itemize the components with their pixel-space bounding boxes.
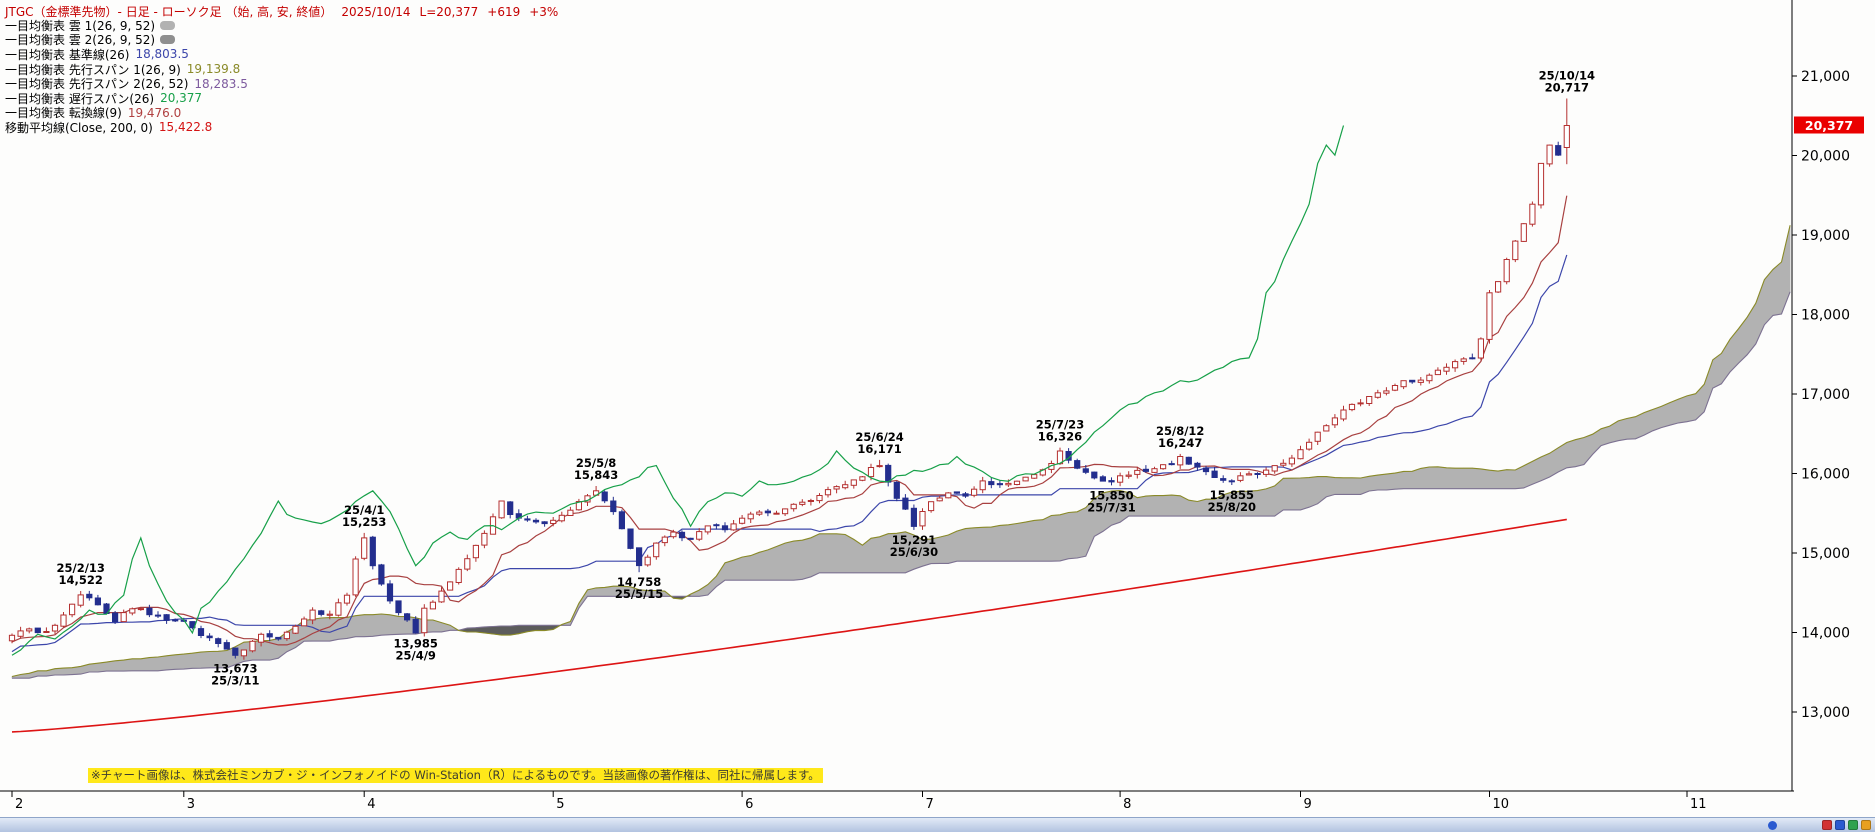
legend-label: 一目均衡表 先行スパン 2(26, 52) [5, 77, 189, 92]
svg-text:2: 2 [15, 797, 23, 812]
y-axis-labels: 21,000 20,000 19,000 18,000 17,000 16,000 15,0… [1801, 69, 1850, 721]
legend-value: 20,377 [160, 91, 203, 106]
svg-text:20,377: 20,377 [1805, 118, 1853, 133]
svg-text:13,673: 13,673 [213, 662, 257, 676]
legend-label: 一目均衡表 転換線(9) [5, 106, 122, 121]
kijun-line [11, 254, 1568, 653]
price-change-pct: +3% [529, 5, 559, 19]
chart-header: JTGC（金標準先物）- 日足 - ローソク足 （始, 高, 安, 終値） 202… [5, 3, 567, 20]
svg-text:25/2/13: 25/2/13 [56, 561, 104, 575]
legend-value: 19,139.8 [186, 62, 241, 77]
svg-text:8: 8 [1123, 797, 1131, 812]
svg-text:25/7/23: 25/7/23 [1036, 418, 1084, 432]
svg-text:5: 5 [556, 797, 564, 812]
svg-text:25/8/20: 25/8/20 [1208, 500, 1256, 514]
cloud-swatch-icon [160, 20, 176, 30]
tray-app-icon-3[interactable] [1848, 820, 1858, 830]
tray-app-icon-1[interactable] [1822, 820, 1832, 830]
last-price: L=20,377 [419, 5, 479, 19]
svg-text:14,758: 14,758 [617, 575, 661, 589]
quote-date: 2025/10/14 [341, 5, 411, 19]
svg-text:11: 11 [1690, 797, 1707, 812]
legend-label: 一目均衡表 先行スパン 1(26, 9) [5, 62, 181, 77]
legend-label: 一目均衡表 雲 1(26, 9, 52) [5, 18, 156, 33]
price-change: +619 [487, 5, 521, 19]
svg-text:25/3/11: 25/3/11 [211, 674, 259, 688]
ichimoku-cloud [11, 225, 1791, 679]
svg-text:18,000: 18,000 [1801, 308, 1850, 324]
legend-label: 一目均衡表 雲 2(26, 9, 52) [5, 33, 156, 48]
svg-text:25/6/30: 25/6/30 [890, 545, 938, 559]
legend-value: 15,422.8 [158, 120, 213, 135]
legend-row: 一目均衡表 先行スパン 2(26, 52) 18,283.5 [5, 76, 248, 92]
copyright-disclaimer: ※チャート画像は、株式会社ミンカブ・ジ・インフォノイドの Win-Station… [88, 768, 823, 783]
legend-row: 一目均衡表 転換線(9) 19,476.0 [5, 106, 248, 121]
svg-text:13,000: 13,000 [1801, 705, 1850, 721]
axes [0, 0, 1797, 797]
x-axis-labels: 2 3 4 5 6 7 8 9 10 11 [15, 797, 1707, 812]
legend-row: 一目均衡表 遅行スパン(26) 20,377 [5, 91, 248, 106]
svg-text:20,717: 20,717 [1545, 81, 1589, 95]
svg-text:17,000: 17,000 [1801, 387, 1850, 403]
legend-value: 19,476.0 [127, 105, 182, 120]
senkou-span-a-line [11, 225, 1791, 678]
svg-text:9: 9 [1304, 797, 1312, 812]
svg-text:25/4/1: 25/4/1 [344, 503, 384, 517]
legend-row: 移動平均線(Close, 200, 0) 15,422.8 [5, 120, 248, 135]
legend-label: 移動平均線(Close, 200, 0) [5, 120, 153, 135]
svg-text:15,843: 15,843 [574, 468, 618, 482]
taskbar [0, 817, 1875, 832]
tenkan-line [11, 195, 1568, 646]
svg-text:10: 10 [1493, 797, 1510, 812]
legend-value: 18,283.5 [194, 76, 248, 91]
svg-text:15,850: 15,850 [1089, 488, 1133, 502]
svg-text:15,253: 15,253 [342, 515, 386, 529]
svg-text:14,000: 14,000 [1801, 626, 1850, 642]
svg-text:13,985: 13,985 [394, 637, 438, 651]
legend-label: 一目均衡表 基準線(26) [5, 47, 130, 62]
tray-app-icon-4[interactable] [1861, 820, 1871, 830]
legend-row: 一目均衡表 雲 1(26, 9, 52) [5, 18, 248, 33]
svg-text:20,000: 20,000 [1801, 149, 1850, 165]
legend-value: 18,803.5 [135, 47, 189, 62]
legend-row: 一目均衡表 雲 2(26, 9, 52) [5, 33, 248, 48]
svg-text:16,247: 16,247 [1158, 436, 1202, 450]
svg-text:6: 6 [745, 797, 753, 812]
chikou-span-line [11, 125, 1345, 656]
svg-text:25/5/8: 25/5/8 [576, 456, 616, 470]
indicator-legend: 一目均衡表 雲 1(26, 9, 52) 一目均衡表 雲 2(26, 9, 52)… [5, 18, 248, 135]
svg-text:16,171: 16,171 [857, 442, 901, 456]
svg-text:25/8/12: 25/8/12 [1156, 424, 1204, 438]
svg-text:3: 3 [187, 797, 195, 812]
ma200-line [11, 518, 1567, 733]
svg-text:16,000: 16,000 [1801, 467, 1850, 483]
svg-text:15,291: 15,291 [892, 533, 936, 547]
svg-text:21,000: 21,000 [1801, 69, 1850, 85]
svg-text:25/7/31: 25/7/31 [1087, 500, 1135, 514]
candlesticks [8, 98, 1570, 660]
svg-text:7: 7 [926, 797, 934, 812]
svg-text:25/10/14: 25/10/14 [1539, 69, 1595, 83]
svg-text:15,855: 15,855 [1210, 488, 1254, 502]
legend-row: 一目均衡表 先行スパン 1(26, 9) 19,139.8 [5, 62, 248, 77]
cloud-swatch-icon [160, 35, 176, 45]
svg-text:15,000: 15,000 [1801, 546, 1850, 562]
instrument-title: JTGC（金標準先物）- 日足 - ローソク足 （始, 高, 安, 終値） [5, 5, 333, 19]
current-price-badge: 20,377 [1794, 116, 1864, 134]
svg-text:16,326: 16,326 [1038, 430, 1082, 444]
svg-text:25/4/9: 25/4/9 [395, 649, 435, 663]
svg-text:14,522: 14,522 [59, 573, 103, 587]
svg-text:4: 4 [367, 797, 375, 812]
svg-text:25/6/24: 25/6/24 [855, 430, 903, 444]
svg-text:25/5/15: 25/5/15 [615, 587, 663, 601]
legend-row: 一目均衡表 基準線(26) 18,803.5 [5, 47, 248, 62]
tray-app-icon-2[interactable] [1835, 820, 1845, 830]
senkou-span-b-line [12, 291, 1791, 679]
tray-status-icon[interactable] [1768, 820, 1777, 830]
legend-label: 一目均衡表 遅行スパン(26) [5, 91, 155, 106]
svg-text:19,000: 19,000 [1801, 228, 1850, 244]
